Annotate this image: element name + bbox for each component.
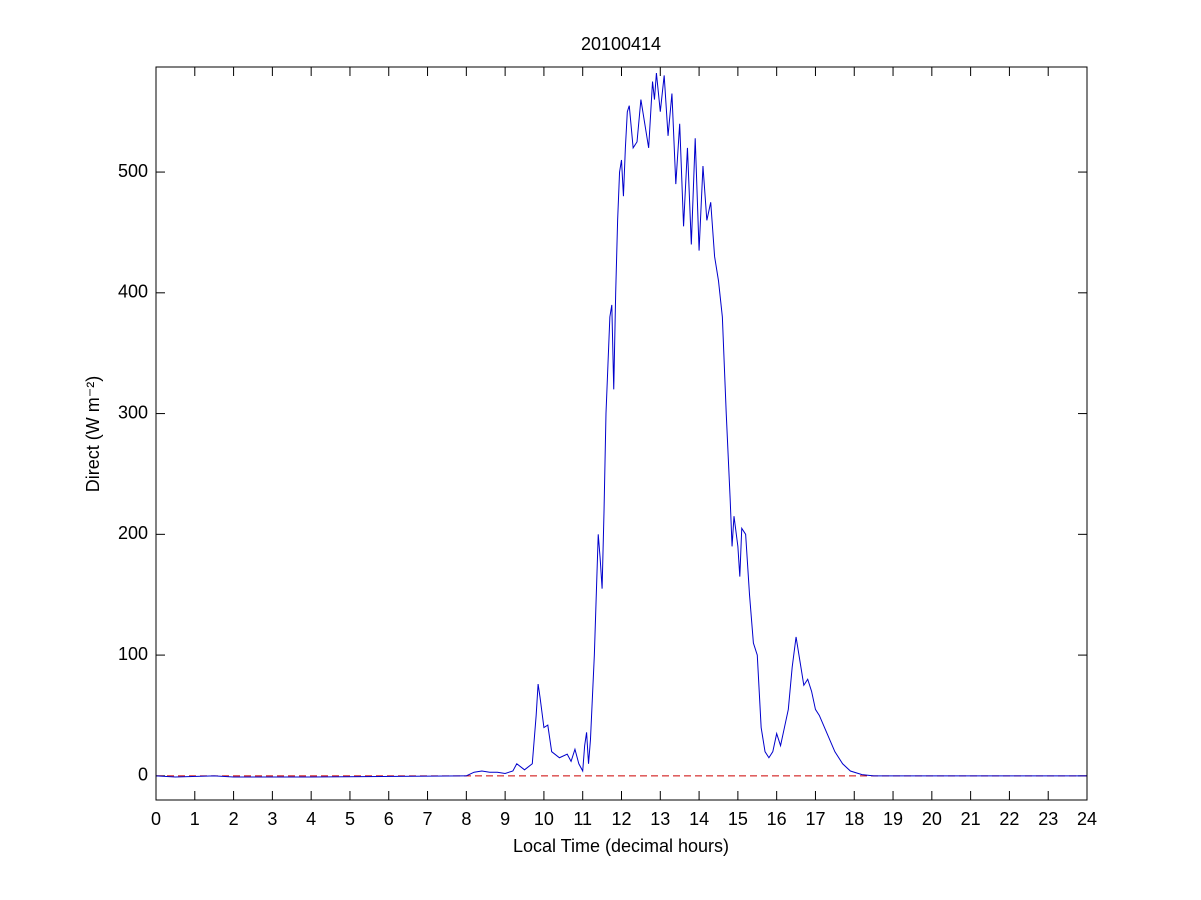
y-tick-label: 100 bbox=[118, 644, 148, 664]
x-tick-label: 16 bbox=[767, 809, 787, 829]
y-tick-label: 300 bbox=[118, 402, 148, 422]
x-tick-label: 23 bbox=[1038, 809, 1058, 829]
x-tick-label: 6 bbox=[384, 809, 394, 829]
y-axis-label: Direct (W m⁻²) bbox=[83, 376, 103, 492]
x-tick-label: 7 bbox=[423, 809, 433, 829]
x-tick-label: 10 bbox=[534, 809, 554, 829]
x-tick-label: 5 bbox=[345, 809, 355, 829]
x-tick-label: 15 bbox=[728, 809, 748, 829]
x-tick-label: 12 bbox=[611, 809, 631, 829]
x-tick-label: 2 bbox=[229, 809, 239, 829]
y-tick-label: 200 bbox=[118, 523, 148, 543]
x-tick-label: 13 bbox=[650, 809, 670, 829]
x-tick-label: 8 bbox=[461, 809, 471, 829]
x-tick-label: 22 bbox=[999, 809, 1019, 829]
x-tick-label: 11 bbox=[573, 809, 592, 829]
data-line bbox=[155, 72, 1087, 778]
x-tick-label: 1 bbox=[190, 809, 200, 829]
x-tick-label: 0 bbox=[151, 809, 161, 829]
x-tick-label: 3 bbox=[267, 809, 277, 829]
x-tick-label: 17 bbox=[805, 809, 825, 829]
x-axis-label: Local Time (decimal hours) bbox=[513, 836, 729, 856]
y-tick-label: 400 bbox=[118, 282, 148, 302]
x-tick-label: 9 bbox=[500, 809, 510, 829]
plot-frame bbox=[155, 66, 1088, 801]
x-tick-label: 21 bbox=[961, 809, 981, 829]
x-tick-label: 4 bbox=[306, 809, 316, 829]
chart-title: 20100414 bbox=[581, 34, 661, 54]
x-tick-label: 18 bbox=[844, 809, 864, 829]
x-tick-label: 24 bbox=[1077, 809, 1097, 829]
y-tick-label: 0 bbox=[138, 765, 148, 785]
y-tick-label: 500 bbox=[118, 161, 148, 181]
x-tick-label: 20 bbox=[922, 809, 942, 829]
x-tick-label: 14 bbox=[689, 809, 709, 829]
x-tick-label: 19 bbox=[883, 809, 903, 829]
